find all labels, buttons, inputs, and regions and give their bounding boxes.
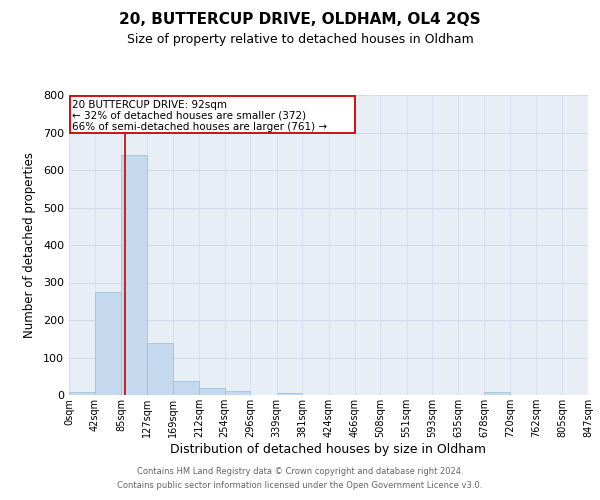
Y-axis label: Number of detached properties: Number of detached properties <box>23 152 36 338</box>
Text: Contains HM Land Registry data © Crown copyright and database right 2024.: Contains HM Land Registry data © Crown c… <box>137 467 463 476</box>
Text: 66% of semi-detached houses are larger (761) →: 66% of semi-detached houses are larger (… <box>72 122 327 132</box>
FancyBboxPatch shape <box>70 96 355 132</box>
Bar <box>224 390 250 395</box>
Bar <box>173 381 199 395</box>
Text: Size of property relative to detached houses in Oldham: Size of property relative to detached ho… <box>127 32 473 46</box>
Bar <box>484 392 510 395</box>
Bar <box>147 342 173 395</box>
Bar <box>277 393 302 395</box>
Bar <box>199 388 224 395</box>
Bar <box>69 392 95 395</box>
Bar <box>95 292 121 395</box>
Text: ← 32% of detached houses are smaller (372): ← 32% of detached houses are smaller (37… <box>72 110 306 120</box>
Text: 20, BUTTERCUP DRIVE, OLDHAM, OL4 2QS: 20, BUTTERCUP DRIVE, OLDHAM, OL4 2QS <box>119 12 481 28</box>
Text: Contains public sector information licensed under the Open Government Licence v3: Contains public sector information licen… <box>118 481 482 490</box>
Text: 20 BUTTERCUP DRIVE: 92sqm: 20 BUTTERCUP DRIVE: 92sqm <box>72 100 227 110</box>
Bar <box>121 155 147 395</box>
X-axis label: Distribution of detached houses by size in Oldham: Distribution of detached houses by size … <box>170 442 487 456</box>
